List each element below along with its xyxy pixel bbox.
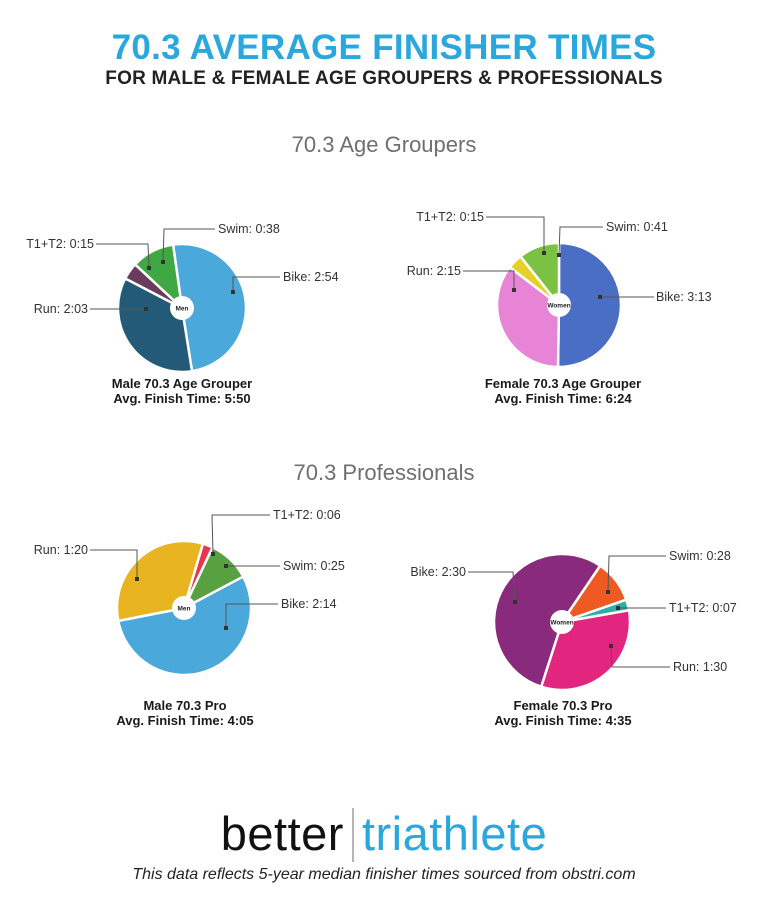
pie-slice-bike	[116, 574, 253, 677]
slice-label: Run: 2:15	[407, 264, 461, 278]
leader-dot	[609, 644, 613, 648]
slice-label: Swim: 0:25	[283, 559, 345, 573]
caption-finish-time: Avg. Finish Time: 6:24	[494, 391, 632, 406]
leader-line	[225, 603, 278, 628]
caption-title: Female 70.3 Age Grouper	[484, 376, 642, 391]
leader-line	[463, 270, 515, 290]
slice-label: Bike: 2:54	[283, 270, 339, 284]
slice-label: Swim: 0:38	[218, 222, 280, 236]
leader-dot	[211, 552, 215, 556]
slice-label: Run: 1:30	[673, 660, 727, 674]
pie-center-label: Men	[178, 606, 191, 613]
caption-finish-time: Avg. Finish Time: 5:50	[113, 391, 251, 406]
leader-dot	[147, 266, 151, 270]
leader-dot	[224, 564, 228, 568]
leader-line	[90, 549, 138, 579]
leader-dot	[542, 251, 546, 255]
pie-slice-bike	[492, 552, 602, 689]
pie-slice-run	[116, 276, 194, 374]
pie-slice-run	[495, 265, 561, 369]
pie-center-label: Men	[176, 306, 189, 313]
leader-dot	[161, 260, 165, 264]
caption-title: Male 70.3 Pro	[143, 698, 227, 713]
caption-male-pro: Male 70.3 Pro Avg. Finish Time: 4:05	[55, 698, 315, 728]
logo-divider	[351, 808, 354, 862]
leader-line	[232, 276, 280, 292]
pie-center-hole	[547, 293, 571, 317]
slice-label: Bike: 3:13	[656, 290, 712, 304]
leader-dot	[231, 290, 235, 294]
leader-dot	[224, 626, 228, 630]
leader-dot	[144, 307, 148, 311]
leader-dot	[557, 253, 561, 257]
leader-line	[211, 514, 270, 555]
section-heading-professionals: 70.3 Professionals	[293, 460, 475, 485]
pie-chart-male-ag: Men Bike: 2:54 Run: 2:03 T1+T2: 0:15 Swim: 0…	[26, 222, 339, 374]
pie-center-label: Women	[550, 620, 573, 627]
better-triathlete-logo: better triathlete	[0, 806, 768, 862]
caption-title: Male 70.3 Age Grouper	[111, 376, 253, 391]
leader-line	[468, 571, 516, 603]
data-source-note: This data reflects 5-year median finishe…	[132, 866, 636, 883]
leader-line	[486, 216, 545, 253]
leader-dot	[135, 577, 139, 581]
leader-dot	[606, 590, 610, 594]
pie-chart-female-ag: Women Bike: 3:13 Run: 2:15 T1+T2: 0:15 Swim:…	[407, 210, 712, 369]
pie-center-hole	[550, 610, 574, 634]
slice-label: Run: 1:20	[34, 543, 88, 557]
leader-line	[96, 243, 150, 269]
slice-label: Bike: 2:30	[410, 565, 466, 579]
slice-label: Swim: 0:28	[669, 549, 731, 563]
caption-finish-time: Avg. Finish Time: 4:35	[494, 713, 632, 728]
caption-finish-time: Avg. Finish Time: 4:05	[116, 713, 254, 728]
pie-chart-male-pro: Men Bike: 2:14 Run: 1:20 T1+T2: 0:06 Swim: 0…	[34, 508, 345, 677]
slice-label: Swim: 0:41	[606, 220, 668, 234]
leader-dot	[512, 288, 516, 292]
slice-label: T1+T2: 0:15	[416, 210, 484, 224]
section-heading-age-groupers: 70.3 Age Groupers	[291, 132, 477, 157]
leader-line	[610, 645, 670, 668]
pie-slice-bike	[556, 241, 623, 369]
slice-label: T1+T2: 0:07	[669, 601, 737, 615]
leader-line	[558, 226, 603, 256]
caption-title: Female 70.3 Pro	[513, 698, 613, 713]
slice-label: T1+T2: 0:06	[273, 508, 341, 522]
slice-label: Run: 2:03	[34, 302, 88, 316]
leader-dot	[616, 606, 620, 610]
pie-slice-t1-t2	[561, 598, 631, 624]
leader-line	[607, 555, 666, 593]
main-title: 70.3 AVERAGE FINISHER TIMES	[111, 28, 657, 67]
pie-chart-female-pro: Women Run: 1:30 Bike: 2:30 Swim: 0:28 T1+T2:…	[410, 549, 737, 692]
slice-label: T1+T2: 0:15	[26, 237, 94, 251]
pie-center-hole	[170, 296, 194, 320]
pie-slice-bike	[171, 242, 248, 373]
leader-dot	[598, 295, 602, 299]
slice-label: Bike: 2:14	[281, 597, 337, 611]
logo-word-triathlete: triathlete	[361, 807, 548, 860]
leader-dot	[513, 600, 517, 604]
logo-word-better: better	[220, 807, 344, 860]
leader-line	[162, 228, 215, 263]
pie-center-label: Women	[547, 303, 570, 310]
main-subtitle: FOR MALE & FEMALE AGE GROUPERS & PROFESS…	[105, 68, 663, 89]
caption-female-pro: Female 70.3 Pro Avg. Finish Time: 4:35	[433, 698, 693, 728]
pie-slice-swim	[133, 243, 184, 312]
pie-center-hole	[172, 596, 196, 620]
caption-male-ag: Male 70.3 Age Grouper Avg. Finish Time: …	[52, 376, 312, 406]
caption-female-ag: Female 70.3 Age Grouper Avg. Finish Time…	[433, 376, 693, 406]
